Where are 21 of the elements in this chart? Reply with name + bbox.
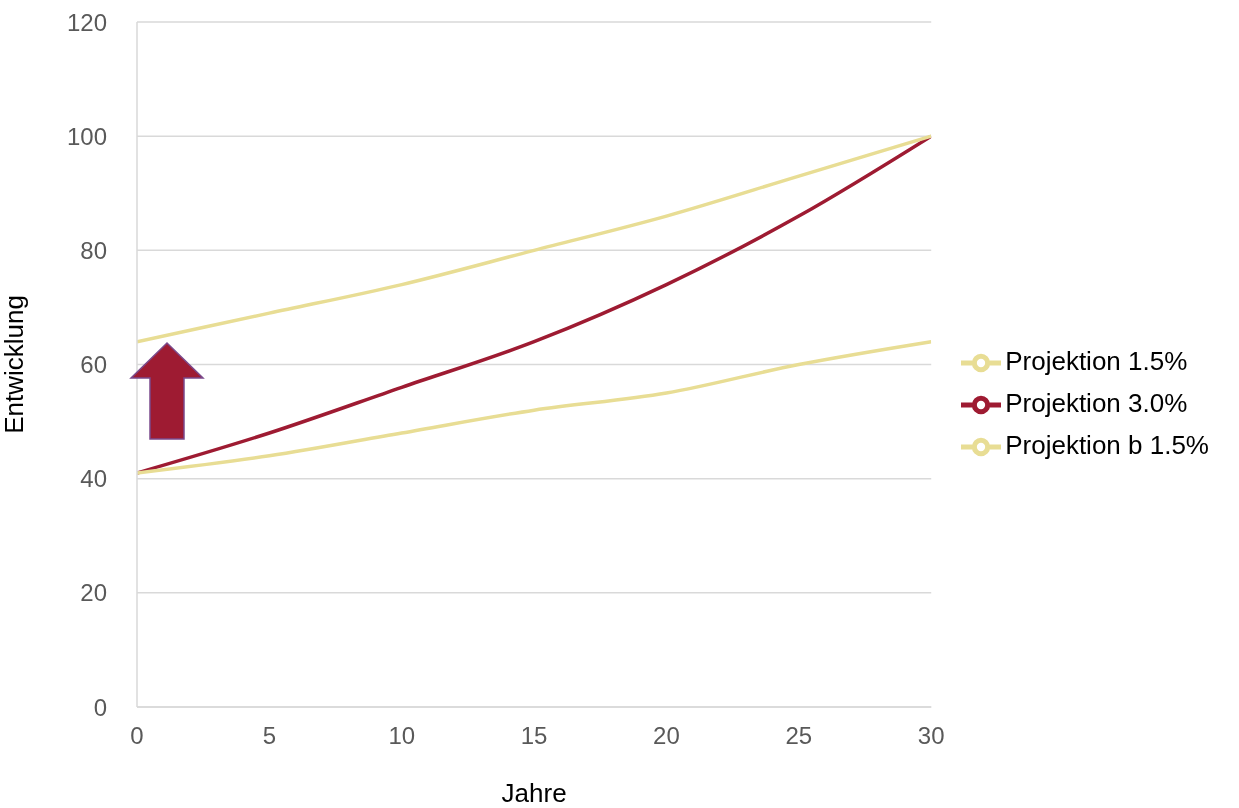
x-tick-label: 20 (653, 722, 680, 750)
legend-label: Projektion 3.0% (1005, 387, 1188, 418)
legend-label: Projektion b 1.5% (1005, 430, 1209, 461)
x-tick-label: 0 (130, 722, 144, 750)
x-tick-label: 15 (520, 722, 548, 750)
y-tick-label: 100 (66, 122, 107, 150)
line-series (137, 134, 932, 344)
y-tick-label: 80 (80, 236, 107, 264)
y-tick-label: 20 (80, 579, 107, 607)
x-tick-label: 10 (388, 722, 416, 750)
legend-label: Projektion 1.5% (1005, 345, 1188, 376)
y-tick-label: 120 (66, 8, 107, 36)
y-tick-label: 0 (93, 693, 107, 721)
x-tick-label: 5 (262, 722, 277, 750)
line-series (137, 339, 932, 475)
x-axis-title: Jahre (501, 778, 567, 808)
x-tick-label: 25 (785, 722, 813, 750)
x-tick-label: 30 (917, 722, 945, 750)
y-tick-label: 60 (80, 351, 107, 379)
y-axis-title: Entwicklung (0, 295, 30, 434)
y-tick-label: 40 (80, 465, 107, 493)
